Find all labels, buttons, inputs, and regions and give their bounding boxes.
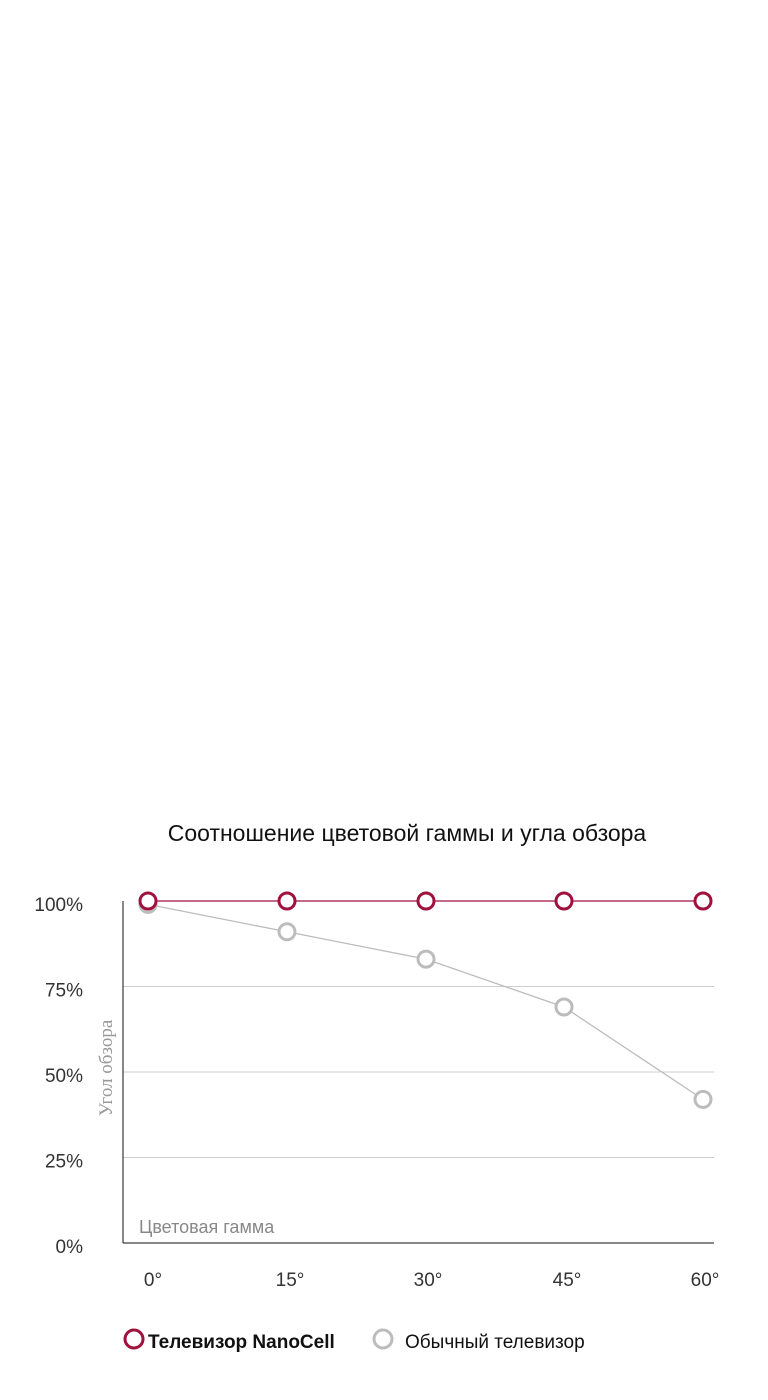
- grid-lines: [123, 986, 714, 1158]
- series-layer: [138, 891, 713, 1109]
- data-point-regular: [277, 922, 297, 942]
- y-tick-label: 25%: [45, 1152, 83, 1173]
- data-point-regular: [554, 997, 574, 1017]
- legend: Телевизор NanoCell Обычный телевизор: [123, 1328, 585, 1353]
- data-point-nanocell: [416, 891, 436, 911]
- data-point-nanocell: [277, 891, 297, 911]
- x-tick-label: 45°: [553, 1270, 582, 1291]
- x-tick-label: 30°: [414, 1270, 443, 1291]
- y-tick-labels: 100% 75% 50% 25% 0%: [34, 895, 83, 1258]
- y-tick-label: 75%: [45, 981, 83, 1002]
- data-point-regular: [693, 1089, 713, 1109]
- x-tick-label: 15°: [276, 1270, 305, 1291]
- y-axis-label: Угол обзора: [96, 1019, 117, 1116]
- y-tick-label: 100%: [34, 895, 83, 916]
- data-point-nanocell: [693, 891, 713, 911]
- data-point-nanocell: [554, 891, 574, 911]
- axes: [122, 901, 714, 1244]
- legend-label-nanocell: Телевизор NanoCell: [148, 1332, 335, 1353]
- x-tick-label: 60°: [691, 1270, 720, 1291]
- x-tick-label: 0°: [144, 1270, 162, 1291]
- series-line-regular: [147, 903, 704, 1100]
- legend-label-regular: Обычный телевизор: [405, 1332, 585, 1353]
- y-tick-label: 0%: [56, 1237, 84, 1258]
- legend-marker-regular: [372, 1328, 394, 1350]
- data-point-regular: [416, 949, 436, 969]
- data-point-nanocell: [138, 891, 158, 911]
- x-axis-label: Цветовая гамма: [139, 1217, 275, 1237]
- y-tick-label: 50%: [45, 1066, 83, 1087]
- x-tick-labels: 0° 15° 30° 45° 60°: [144, 1270, 719, 1291]
- legend-marker-nanocell: [123, 1328, 145, 1350]
- chart-title: Соотношение цветовой гаммы и угла обзора: [168, 820, 647, 846]
